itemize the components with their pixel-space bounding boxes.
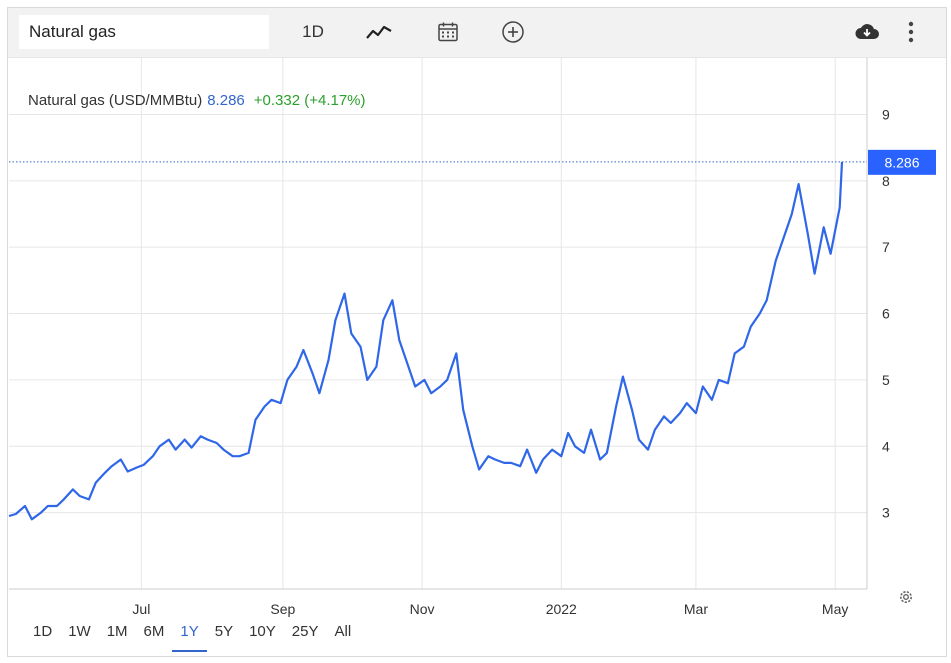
download-icon[interactable] — [853, 18, 881, 46]
range-button-6m[interactable]: 6M — [143, 623, 165, 640]
last-price-badge — [868, 149, 936, 175]
interval-button[interactable]: 1D — [302, 22, 324, 41]
y-tick-label: 7 — [882, 239, 890, 255]
settings-icon[interactable] — [897, 588, 915, 606]
series-name: Natural gas (USD/MMBtu) — [28, 92, 202, 109]
x-tick-label: 2022 — [546, 601, 577, 617]
toolbar: 1D — [8, 8, 946, 58]
y-tick-label: 4 — [882, 438, 890, 454]
y-tick-label: 5 — [882, 372, 890, 388]
price-line — [8, 161, 844, 521]
x-tick-label: Sep — [270, 601, 295, 617]
y-tick-label: 3 — [882, 505, 890, 521]
range-button-1y[interactable]: 1Y — [172, 622, 207, 652]
range-button-5y[interactable]: 5Y — [214, 623, 234, 640]
series-price: 8.286 — [207, 92, 245, 109]
range-button-1m[interactable]: 1M — [106, 623, 128, 640]
calendar-icon[interactable] — [435, 18, 461, 46]
more-icon[interactable] — [903, 18, 919, 46]
last-price-label: 8.286 — [884, 154, 919, 170]
x-tick-label: Nov — [410, 601, 435, 617]
range-selector: 1D 1W 1M 6M 1Y 5Y 10Y 25Y All — [8, 622, 359, 652]
series-change: +0.332 (+4.17%) — [254, 92, 366, 109]
x-tick-label: May — [822, 601, 848, 617]
add-icon[interactable] — [500, 18, 526, 46]
range-button-all[interactable]: All — [334, 623, 352, 640]
range-button-10y[interactable]: 10Y — [249, 623, 276, 640]
chart-area: 3 4 5 6 7 8 9 Jul Sep Nov 2022 Mar May Natural gas (U… — [8, 58, 946, 623]
range-button-25y[interactable]: 25Y — [291, 623, 319, 640]
x-tick-label: Mar — [684, 601, 708, 617]
line-chart-icon[interactable] — [364, 18, 394, 46]
range-button-1w[interactable]: 1W — [68, 623, 91, 640]
range-button-1d[interactable]: 1D — [33, 623, 53, 640]
y-tick-label: 8 — [882, 173, 890, 189]
x-tick-label: Jul — [132, 601, 150, 617]
y-tick-label: 6 — [882, 306, 890, 322]
chart-widget: 1D 3 4 5 6 7 8 9 Jul Sep Nov 2022 Mar May Natural gas… — [7, 7, 947, 657]
y-tick-label: 9 — [882, 106, 890, 122]
search-input[interactable] — [19, 15, 269, 49]
price-chart: 3 4 5 6 7 8 9 Jul Sep Nov 2022 Mar May Natural gas (U… — [8, 58, 936, 617]
